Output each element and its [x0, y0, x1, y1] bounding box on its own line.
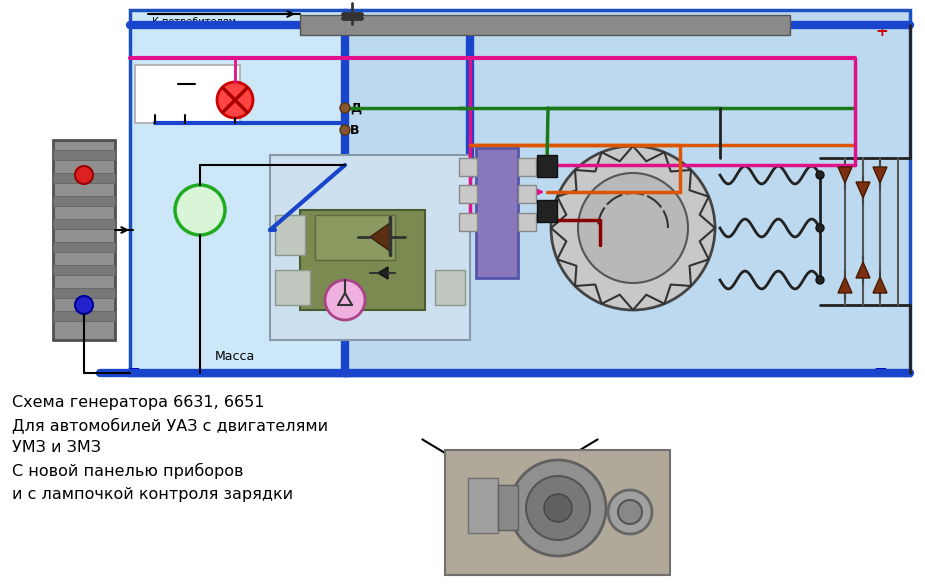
- Text: Д: Д: [350, 101, 361, 114]
- Circle shape: [578, 173, 688, 283]
- Bar: [53, 219, 115, 229]
- Bar: [53, 265, 115, 275]
- Text: 30: 30: [137, 102, 149, 112]
- Bar: [275, 215, 305, 255]
- Bar: [130, 10, 345, 375]
- Circle shape: [618, 500, 642, 524]
- Circle shape: [544, 494, 572, 522]
- Circle shape: [340, 103, 350, 113]
- Bar: [53, 242, 115, 252]
- Bar: [518, 213, 536, 231]
- Bar: [53, 288, 115, 298]
- Bar: [518, 158, 536, 176]
- Bar: [300, 210, 425, 310]
- Text: ОВ: ОВ: [617, 222, 635, 234]
- Text: Для автомобилей УАЗ с двигателями: Для автомобилей УАЗ с двигателями: [12, 417, 328, 433]
- Bar: [435, 270, 465, 305]
- Bar: [315, 215, 395, 260]
- Text: В: В: [450, 223, 460, 237]
- Bar: [345, 10, 910, 375]
- Bar: [270, 155, 470, 340]
- Text: Замок: Замок: [138, 71, 167, 80]
- Text: +: +: [876, 25, 888, 39]
- Circle shape: [608, 490, 652, 534]
- Bar: [459, 185, 477, 203]
- Polygon shape: [856, 182, 870, 198]
- Text: Регулятор: Регулятор: [320, 165, 380, 175]
- Text: +: +: [80, 156, 95, 174]
- Text: УМЗ и ЗМЗ: УМЗ и ЗМЗ: [12, 441, 101, 455]
- Polygon shape: [838, 277, 852, 293]
- Bar: [537, 200, 557, 222]
- Circle shape: [551, 146, 715, 310]
- Polygon shape: [873, 167, 887, 183]
- Circle shape: [816, 224, 824, 232]
- Circle shape: [175, 185, 225, 235]
- Circle shape: [816, 276, 824, 284]
- Bar: [53, 196, 115, 206]
- Bar: [53, 311, 115, 321]
- Text: Напряжения: Напряжения: [320, 177, 394, 187]
- Text: В: В: [350, 124, 360, 137]
- Circle shape: [510, 460, 606, 556]
- Text: −: −: [873, 359, 887, 377]
- Circle shape: [75, 296, 93, 314]
- Text: +: +: [341, 25, 354, 39]
- Polygon shape: [378, 267, 388, 279]
- Text: Масса: Масса: [215, 349, 255, 363]
- Text: 15\1: 15\1: [155, 102, 177, 112]
- Text: С новой панелью приборов: С новой панелью приборов: [12, 463, 243, 479]
- Text: Я112В: Я112В: [328, 190, 374, 203]
- Bar: [135, 65, 240, 123]
- Text: V: V: [193, 201, 207, 219]
- Bar: [498, 485, 518, 530]
- Bar: [518, 185, 536, 203]
- Circle shape: [816, 171, 824, 179]
- Circle shape: [526, 476, 590, 540]
- Text: зажигания: зажигания: [138, 83, 191, 91]
- Polygon shape: [838, 167, 852, 183]
- Circle shape: [325, 280, 365, 320]
- Text: −: −: [126, 359, 140, 377]
- Polygon shape: [873, 277, 887, 293]
- Text: и с лампочкой контроля зарядки: и с лампочкой контроля зарядки: [12, 486, 293, 502]
- Bar: [53, 140, 115, 340]
- Bar: [53, 173, 115, 183]
- Text: Б: Б: [277, 223, 287, 237]
- Text: К потребителям: К потребителям: [152, 17, 236, 27]
- Bar: [537, 155, 557, 177]
- Bar: [476, 148, 518, 278]
- Text: Схема генератора 6631, 6651: Схема генератора 6631, 6651: [12, 394, 265, 410]
- Bar: [445, 450, 670, 575]
- Circle shape: [340, 125, 350, 135]
- Text: Ш: Ш: [450, 281, 465, 295]
- Bar: [300, 15, 790, 35]
- Bar: [459, 158, 477, 176]
- Bar: [275, 270, 310, 305]
- Circle shape: [217, 82, 253, 118]
- Polygon shape: [856, 262, 870, 278]
- Bar: [53, 150, 115, 160]
- Bar: [468, 478, 498, 533]
- Circle shape: [75, 166, 93, 184]
- Bar: [459, 213, 477, 231]
- Polygon shape: [370, 223, 390, 251]
